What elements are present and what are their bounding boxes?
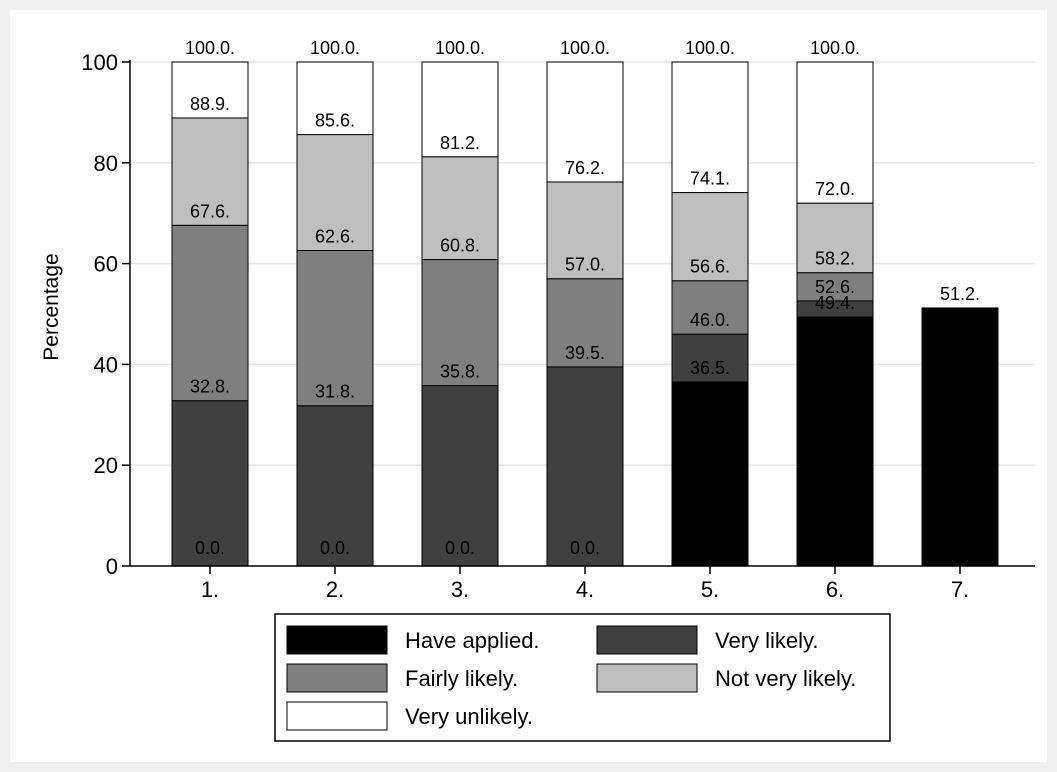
data-label: 32.8.: [190, 377, 230, 397]
bar-segment: [796, 202, 874, 274]
bar-segment: [796, 316, 874, 567]
data-label: 67.6.: [190, 201, 230, 221]
data-label: 100.0.: [810, 38, 860, 58]
data-label: 100.0.: [185, 38, 235, 58]
bar-segment: [546, 366, 624, 567]
bar-segment: [171, 117, 249, 226]
data-label: 100.0.: [560, 38, 610, 58]
legend-label: Very likely.: [715, 628, 819, 653]
y-tick-label: 80: [94, 151, 118, 176]
bar-segment: [296, 61, 374, 136]
data-label: 39.5.: [565, 343, 605, 363]
data-label: 74.1.: [690, 169, 730, 189]
bar-segment: [421, 61, 499, 158]
data-label: 62.6.: [315, 226, 355, 246]
bar-segment: [296, 405, 374, 567]
legend-swatch: [286, 625, 388, 655]
legend-label: Not very likely.: [715, 666, 856, 691]
bar-segment: [671, 381, 749, 567]
y-tick-label: 20: [94, 453, 118, 478]
data-label: 57.0.: [565, 255, 605, 275]
data-label: 76.2.: [565, 158, 605, 178]
bar-segment: [671, 61, 749, 194]
legend-label: Have applied.: [405, 628, 540, 653]
data-label: 46.0.: [690, 310, 730, 330]
data-label: 0.0.: [320, 538, 350, 558]
bar-segment: [671, 333, 749, 383]
legend-swatch: [596, 625, 698, 655]
legend-swatch: [286, 701, 388, 731]
data-label: 56.6.: [690, 257, 730, 277]
bar-segment: [296, 134, 374, 251]
data-label: 36.5.: [690, 358, 730, 378]
x-tick-label: 3.: [451, 577, 469, 602]
bar-segment: [171, 61, 249, 119]
data-label: 0.0.: [195, 538, 225, 558]
data-label: 0.0.: [445, 538, 475, 558]
data-label: 49.4.: [815, 293, 855, 313]
bar-segment: [796, 61, 874, 204]
x-tick-label: 6.: [826, 577, 844, 602]
y-tick-label: 60: [94, 252, 118, 277]
bar-segment: [671, 192, 749, 282]
bar-segment: [921, 307, 999, 567]
bar-segment: [546, 181, 624, 280]
x-tick-label: 5.: [701, 577, 719, 602]
bar-segment: [546, 61, 624, 183]
x-tick-label: 7.: [951, 577, 969, 602]
legend-swatch: [286, 663, 388, 693]
legend-label: Very unlikely.: [405, 704, 533, 729]
y-tick-label: 0: [106, 554, 118, 579]
data-label: 81.2.: [440, 133, 480, 153]
bars: [171, 61, 999, 567]
data-label: 51.2.: [940, 284, 980, 304]
legend: Have applied. Very likely. Fairly likely. N…: [274, 613, 891, 742]
bar-segment: [796, 272, 874, 302]
legend-swatch: [596, 663, 698, 693]
bar-segment: [171, 224, 249, 402]
bar-segment: [171, 400, 249, 567]
data-label: 60.8.: [440, 236, 480, 256]
data-label: 35.8.: [440, 362, 480, 382]
data-label: 52.6.: [815, 277, 855, 297]
data-label: 85.6.: [315, 111, 355, 131]
data-label: 88.9.: [190, 94, 230, 114]
y-axis-label: Percentage: [40, 253, 63, 360]
data-label: 100.0.: [435, 38, 485, 58]
data-label: 31.8.: [315, 382, 355, 402]
bar-segment: [421, 259, 499, 387]
x-tick-label: 4.: [576, 577, 594, 602]
y-tick-label: 40: [94, 352, 118, 377]
data-label: 72.0.: [815, 179, 855, 199]
y-tick-label: 100: [81, 50, 118, 75]
data-label: 58.2.: [815, 249, 855, 269]
data-label: 100.0.: [310, 38, 360, 58]
data-label: 100.0.: [685, 38, 735, 58]
bar-segment: [671, 280, 749, 335]
bar-segment: [421, 385, 499, 567]
bar-segment: [421, 156, 499, 261]
legend-label: Fairly likely.: [405, 666, 518, 691]
data-labels: 0.0. 32.8. 67.6. 88.9. 100.0. 0.0. 31.8. 62.6. 8…: [185, 38, 980, 558]
x-tick-label: 2.: [326, 577, 344, 602]
data-label: 0.0.: [570, 538, 600, 558]
axes: 0 20 40 60 80 100 1. 2. 3. 4. 5. 6. 7.: [81, 50, 1035, 602]
x-tick-label: 1.: [201, 577, 219, 602]
